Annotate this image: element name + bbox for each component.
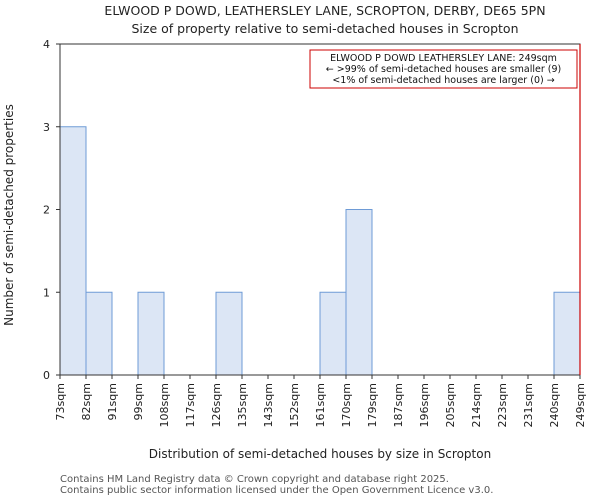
x-tick-label-205sqm: 205sqm	[444, 383, 457, 427]
x-tick-label-214sqm: 214sqm	[470, 383, 483, 427]
x-tick-label-91sqm: 91sqm	[106, 383, 119, 420]
annotation-box	[309, 49, 578, 89]
footer-line-1: Contains HM Land Registry data © Crown c…	[60, 474, 449, 485]
x-tick-label-135sqm: 135sqm	[236, 383, 249, 427]
x-tick-label-223sqm: 223sqm	[496, 383, 509, 427]
x-tick-label-231sqm: 231sqm	[522, 383, 535, 427]
y-tick-label-2: 2	[43, 204, 50, 217]
plot-area: 0 1 2 3 4 73sqm 82sqm 91sqm 99sqm 108sqm 117sqm 126…	[43, 38, 587, 427]
y-tick-label-4: 4	[43, 38, 50, 51]
bar-240sqm	[553, 291, 581, 376]
x-tick-label-249sqm: 249sqm	[574, 383, 587, 427]
x-tick-label-108sqm: 108sqm	[158, 383, 171, 427]
x-tick-label-179sqm: 179sqm	[366, 383, 379, 427]
bar-161sqm	[319, 291, 347, 376]
x-tick-label-99sqm: 99sqm	[132, 383, 145, 420]
x-tick-label-152sqm: 152sqm	[288, 383, 301, 427]
y-tick-label-3: 3	[43, 121, 50, 134]
bar-170sqm	[345, 209, 373, 376]
x-tick-label-196sqm: 196sqm	[418, 383, 431, 427]
x-tick-label-126sqm: 126sqm	[210, 383, 223, 427]
annotation-line-1: ELWOOD P DOWD LEATHERSLEY LANE: 249sqm	[330, 53, 557, 64]
x-tick-label-161sqm: 161sqm	[314, 383, 327, 427]
annotation-line-3: <1% of semi-detached houses are larger (…	[332, 75, 554, 86]
bar-126sqm	[215, 291, 243, 376]
bar-73sqm	[59, 126, 87, 376]
x-tick-label-170sqm: 170sqm	[340, 383, 353, 427]
y-axis-label: Number of semi-detached properties	[2, 104, 16, 326]
x-tick-label-73sqm: 73sqm	[54, 383, 67, 420]
chart-title: ELWOOD P DOWD, LEATHERSLEY LANE, SCROPTO…	[104, 3, 545, 18]
y-tick-label-0: 0	[43, 369, 50, 382]
x-tick-label-82sqm: 82sqm	[80, 383, 93, 420]
bar-82sqm	[85, 291, 113, 376]
x-tick-label-240sqm: 240sqm	[548, 383, 561, 427]
annotation-line-2: ← >99% of semi-detached houses are small…	[326, 64, 561, 75]
x-tick-label-143sqm: 143sqm	[262, 383, 275, 427]
x-axis-label: Distribution of semi-detached houses by …	[149, 447, 491, 461]
x-tick-label-187sqm: 187sqm	[392, 383, 405, 427]
bar-99sqm	[137, 291, 165, 376]
chart-subtitle: Size of property relative to semi-detach…	[132, 21, 519, 36]
footer-line-2: Contains public sector information licen…	[60, 485, 494, 496]
x-tick-label-117sqm: 117sqm	[184, 383, 197, 427]
y-tick-label-1: 1	[43, 286, 50, 299]
